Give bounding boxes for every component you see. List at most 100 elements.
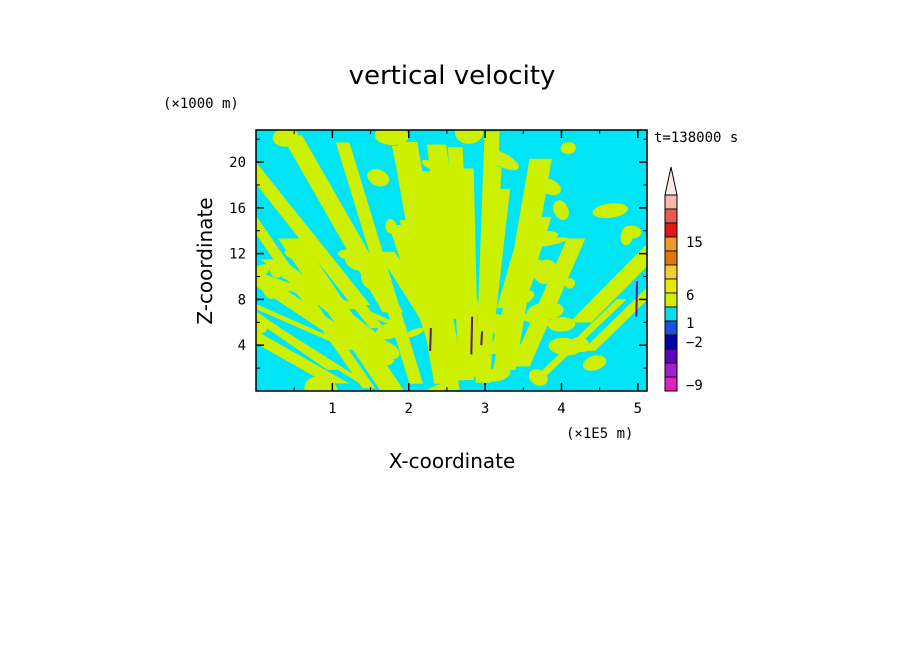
colorbar-cell xyxy=(664,250,678,266)
positive-blob xyxy=(382,322,399,330)
positive-blob xyxy=(533,259,559,285)
positive-blob xyxy=(536,160,546,178)
colorbar-frame xyxy=(664,194,678,392)
positive-blob xyxy=(270,262,284,279)
positive-blob xyxy=(508,259,520,266)
y-tick-label: 20 xyxy=(229,155,246,171)
positive-blob xyxy=(409,199,439,217)
colorbar-label: −9 xyxy=(686,378,703,394)
positive-blob xyxy=(262,280,277,299)
y-tick-label: 4 xyxy=(238,338,246,354)
positive-blob xyxy=(404,252,422,263)
positive-band xyxy=(496,184,549,308)
positive-blob xyxy=(374,130,409,146)
positive-blob xyxy=(519,313,546,324)
colorbar-cell xyxy=(664,264,678,280)
positive-blob xyxy=(592,203,629,219)
strong-negative-streaks xyxy=(429,281,639,355)
x-tick-label: 3 xyxy=(481,401,489,417)
positive-blob xyxy=(484,148,519,171)
positive-blob xyxy=(360,265,390,292)
positive-blob xyxy=(438,270,463,281)
positive-velocity-bands xyxy=(256,130,647,391)
colorbar-cell xyxy=(664,292,678,308)
positive-blob xyxy=(499,344,528,358)
positive-band xyxy=(256,162,371,305)
positive-blob xyxy=(375,357,394,366)
negative-streak xyxy=(480,331,484,346)
positive-band xyxy=(256,311,341,370)
y-tick-label: 12 xyxy=(229,247,246,263)
positive-blob xyxy=(467,347,489,370)
positive-blob xyxy=(293,279,329,305)
colorbar-cell xyxy=(664,222,678,238)
colorbar-label: 6 xyxy=(686,288,694,304)
positive-blob xyxy=(503,289,535,307)
positive-blob xyxy=(272,130,299,147)
positive-blob xyxy=(560,142,576,155)
x-tick-label: 5 xyxy=(634,401,642,417)
positive-blob xyxy=(363,339,400,360)
x-axis-label: X-coordinate xyxy=(389,449,516,473)
positive-blob xyxy=(449,244,475,262)
positive-blob xyxy=(421,159,443,172)
plot-frame xyxy=(255,129,648,392)
positive-blob xyxy=(404,327,424,338)
positive-band xyxy=(581,287,647,351)
positive-blob xyxy=(422,383,449,391)
colorbar-cell xyxy=(664,194,678,210)
positive-blob xyxy=(538,178,561,196)
colorbar-cell xyxy=(664,320,678,336)
positive-blob xyxy=(620,225,634,246)
positive-band xyxy=(256,312,369,384)
x-unit-label: (×1E5 m) xyxy=(566,426,633,442)
positive-blob xyxy=(285,294,297,304)
colorbar-cell xyxy=(664,208,678,224)
time-label: t=138000 s xyxy=(654,130,738,146)
colorbar-cell xyxy=(664,362,678,378)
x-tick-label: 2 xyxy=(405,401,413,417)
positive-blob xyxy=(304,376,339,391)
colorbar-cell xyxy=(664,278,678,294)
positive-blob xyxy=(284,250,299,260)
plot-area xyxy=(256,130,647,391)
y-tick-label: 8 xyxy=(238,292,246,308)
y-tick-label: 16 xyxy=(229,201,246,217)
y-unit-label: (×1000 m) xyxy=(163,96,239,112)
positive-blob xyxy=(491,314,508,339)
positive-blob xyxy=(367,169,390,187)
colorbar-cell xyxy=(664,348,678,364)
positive-blob xyxy=(454,130,484,144)
colorbar-cell xyxy=(664,306,678,322)
x-axis-ticks: 1 2 3 4 5 xyxy=(293,130,642,417)
positive-band xyxy=(256,271,362,309)
positive-band xyxy=(256,174,385,329)
positive-blob xyxy=(564,278,576,289)
positive-blob xyxy=(547,316,576,332)
colorbar-cell xyxy=(664,334,678,350)
colorbar-label: −2 xyxy=(686,335,703,351)
positive-band xyxy=(447,147,474,380)
positive-blob xyxy=(528,369,548,386)
positive-band xyxy=(256,330,350,384)
negative-streak xyxy=(429,328,432,351)
x-tick-label: 1 xyxy=(328,401,336,417)
y-axis-ticks: 4 8 12 16 20 xyxy=(229,138,647,369)
positive-blob xyxy=(582,355,607,371)
positive-blob xyxy=(482,367,511,382)
positive-blob xyxy=(428,186,439,201)
colorbar-top-arrow xyxy=(664,166,678,196)
positive-blob xyxy=(344,252,369,271)
negative-streak xyxy=(470,316,474,355)
positive-blob xyxy=(548,337,582,356)
positive-blob xyxy=(256,320,268,334)
chart-title: vertical velocity xyxy=(349,61,556,91)
positive-band xyxy=(475,131,500,383)
positive-band xyxy=(256,271,328,327)
positive-band xyxy=(569,243,647,323)
y-axis-label: Z-coordinate xyxy=(193,197,217,324)
x-tick-label: 4 xyxy=(557,401,565,417)
colorbar-label: 15 xyxy=(686,235,703,251)
colorbar-cell xyxy=(664,236,678,252)
